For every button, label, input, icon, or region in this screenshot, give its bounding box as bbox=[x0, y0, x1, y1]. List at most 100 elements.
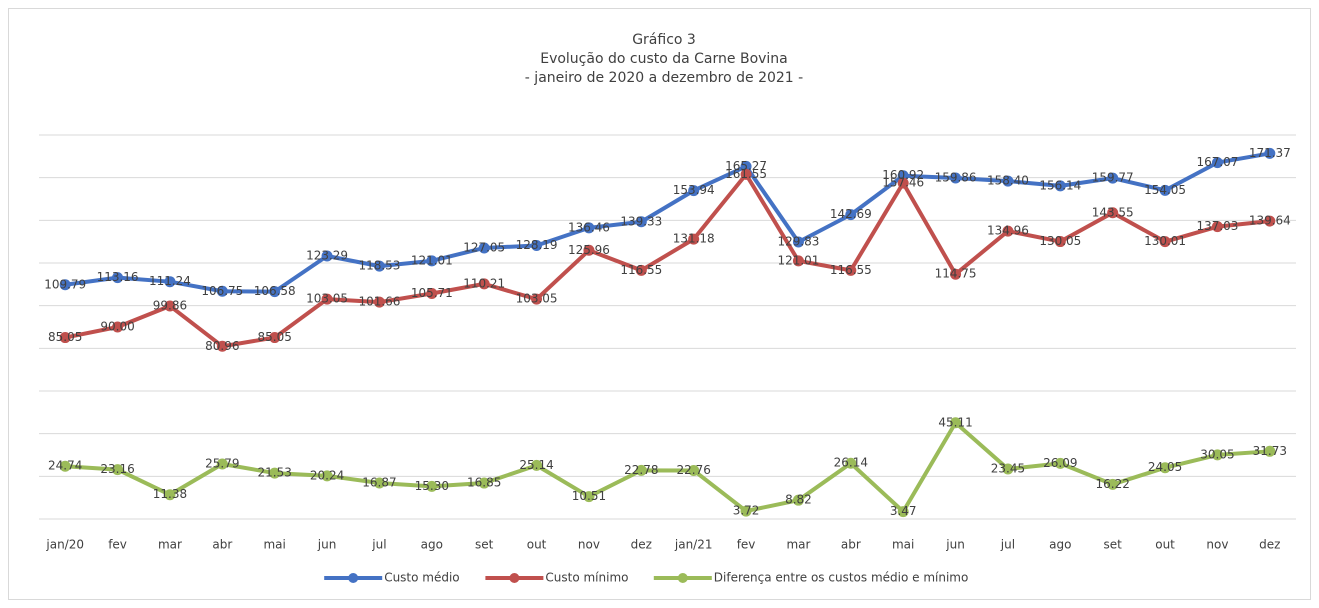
data-point bbox=[635, 216, 647, 228]
data-label: 156.14 bbox=[1039, 178, 1081, 192]
legend-marker bbox=[509, 573, 520, 583]
data-label: 90.00 bbox=[100, 320, 134, 334]
data-label: 106.75 bbox=[201, 284, 243, 298]
data-label: 22.78 bbox=[624, 463, 658, 477]
data-label: 116.55 bbox=[620, 263, 662, 277]
data-point bbox=[792, 236, 804, 248]
data-label: 137.03 bbox=[1196, 219, 1238, 233]
data-label: 16.22 bbox=[1096, 477, 1130, 491]
x-tick-label: jun bbox=[317, 538, 337, 552]
data-label: 127.05 bbox=[463, 240, 505, 254]
data-point bbox=[583, 491, 595, 503]
data-point bbox=[478, 242, 490, 254]
x-tick-label: dez bbox=[1259, 538, 1280, 552]
data-point bbox=[1002, 175, 1014, 187]
data-point bbox=[1107, 478, 1119, 490]
data-point bbox=[950, 417, 962, 429]
data-point bbox=[269, 286, 281, 298]
data-label: 99.86 bbox=[153, 298, 187, 312]
data-label: 116.55 bbox=[830, 263, 872, 277]
legend-label: Custo mínimo bbox=[545, 571, 628, 585]
data-label: 85.05 bbox=[48, 330, 82, 344]
data-label: 45.11 bbox=[938, 415, 972, 429]
x-tick-label: abr bbox=[841, 538, 861, 552]
data-point bbox=[1159, 236, 1171, 248]
data-point bbox=[426, 480, 438, 492]
data-label: 160.92 bbox=[882, 168, 924, 182]
data-point bbox=[59, 332, 71, 344]
series-line bbox=[64, 172, 1271, 349]
data-point bbox=[1107, 172, 1119, 184]
x-tick-label: jun bbox=[945, 538, 965, 552]
data-point bbox=[897, 506, 909, 518]
legend-marker bbox=[348, 573, 359, 583]
data-point bbox=[1159, 184, 1171, 196]
data-label: 111.24 bbox=[149, 274, 191, 288]
x-tick-label: mai bbox=[892, 538, 914, 552]
chart-subtitle: Evolução do custo da Carne Bovina bbox=[540, 51, 788, 67]
data-label: 105.71 bbox=[411, 286, 453, 300]
x-tick-label: mar bbox=[786, 538, 810, 552]
data-point bbox=[531, 240, 543, 252]
data-label: 30.05 bbox=[1200, 447, 1234, 461]
chart-title: Gráfico 3 bbox=[632, 32, 696, 48]
data-point bbox=[478, 477, 490, 489]
data-point bbox=[373, 296, 385, 308]
data-label: 109.79 bbox=[44, 277, 86, 291]
data-label: 130.05 bbox=[1039, 234, 1081, 248]
data-label: 24.74 bbox=[48, 459, 82, 473]
data-label: 16.85 bbox=[467, 476, 501, 490]
x-tick-label: nov bbox=[1206, 538, 1228, 552]
data-label: 139.64 bbox=[1249, 214, 1291, 228]
x-tick-label: jul bbox=[371, 538, 386, 552]
data-label: 23.45 bbox=[991, 461, 1025, 475]
data-point bbox=[635, 264, 647, 276]
data-point bbox=[950, 172, 962, 184]
data-label: 103.05 bbox=[306, 292, 348, 306]
data-point bbox=[216, 285, 228, 297]
data-label: 125.96 bbox=[568, 243, 610, 257]
data-label: 24.05 bbox=[1148, 460, 1182, 474]
data-label: 121.01 bbox=[777, 253, 819, 267]
data-point bbox=[1002, 225, 1014, 237]
data-label: 123.29 bbox=[306, 248, 348, 262]
data-label: 23.16 bbox=[100, 462, 134, 476]
data-point bbox=[321, 470, 333, 482]
data-point bbox=[112, 464, 124, 476]
data-label: 158.40 bbox=[987, 174, 1029, 188]
data-point bbox=[216, 340, 228, 352]
legend-marker bbox=[677, 573, 688, 583]
data-label: 159.77 bbox=[1092, 171, 1134, 185]
data-label: 3.47 bbox=[890, 504, 917, 518]
data-label: 129.83 bbox=[777, 235, 819, 249]
data-label: 106.58 bbox=[254, 284, 296, 298]
data-label: 130.01 bbox=[1144, 234, 1186, 248]
data-point bbox=[845, 264, 857, 276]
data-point bbox=[1211, 221, 1223, 233]
x-tick-label: jan/21 bbox=[674, 538, 713, 552]
data-point bbox=[216, 458, 228, 470]
data-point bbox=[1054, 236, 1066, 248]
legend-item: Custo médio bbox=[324, 571, 460, 585]
data-point bbox=[112, 321, 124, 333]
data-label: 114.75 bbox=[935, 267, 977, 281]
legend-item: Diferença entre os custos médio e mínimo bbox=[653, 571, 968, 585]
data-point bbox=[845, 209, 857, 221]
data-point bbox=[950, 268, 962, 280]
data-point bbox=[583, 222, 595, 234]
data-label: 165.27 bbox=[725, 159, 767, 173]
data-point bbox=[269, 332, 281, 344]
data-label: 21.53 bbox=[258, 466, 292, 480]
x-tick-label: mar bbox=[158, 538, 182, 552]
data-point bbox=[373, 260, 385, 272]
data-label: 20.24 bbox=[310, 468, 344, 482]
data-label: 171.37 bbox=[1249, 146, 1291, 160]
data-label: 121.01 bbox=[411, 253, 453, 267]
x-tick-label: nov bbox=[578, 538, 600, 552]
data-point bbox=[164, 276, 176, 288]
data-point bbox=[688, 464, 700, 476]
data-label: 134.96 bbox=[987, 224, 1029, 238]
data-point bbox=[1054, 180, 1066, 192]
legend-item: Custo mínimo bbox=[485, 571, 628, 585]
